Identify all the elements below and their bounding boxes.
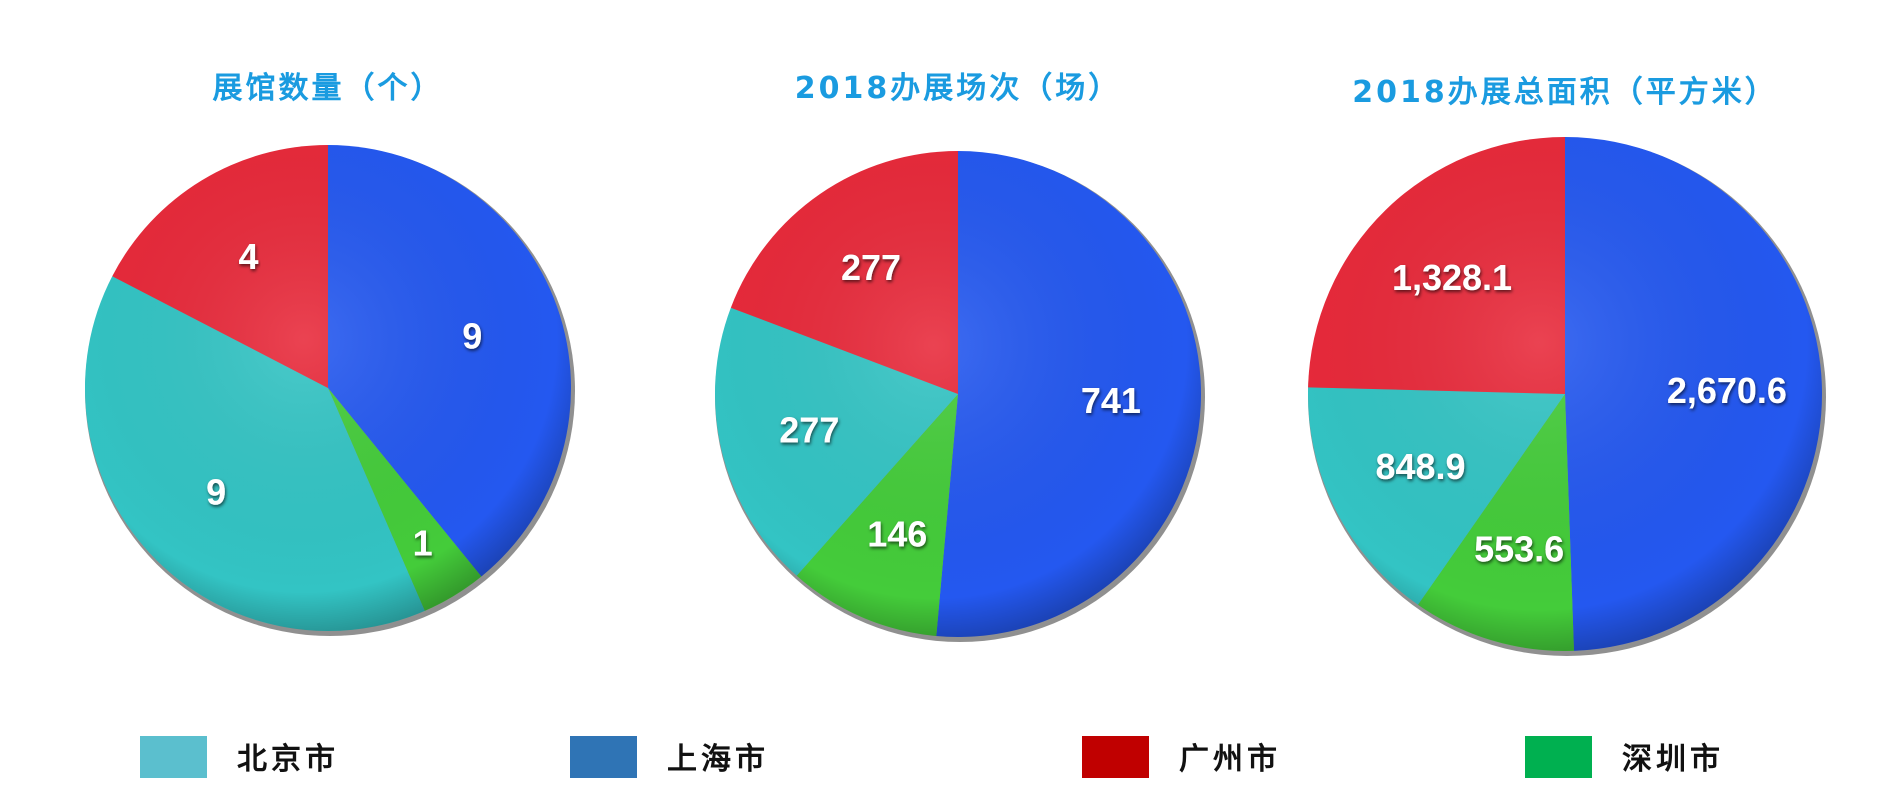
- data-label: 741: [1081, 380, 1141, 421]
- data-label: 4: [238, 236, 258, 277]
- data-label: 1,328.1: [1392, 257, 1512, 298]
- data-label: 9: [462, 316, 482, 357]
- data-label: 277: [841, 247, 901, 288]
- pie-slice-上海市: [936, 151, 1201, 637]
- pie-chart-2: 2018办展场次（场） 741 146 277 277: [715, 71, 1205, 642]
- legend-swatch: [1082, 736, 1149, 778]
- data-label: 9: [206, 471, 226, 512]
- legend-swatch: [570, 736, 637, 778]
- legend-item: 深圳市: [1525, 736, 1724, 778]
- legend-item: 广州市: [1082, 736, 1281, 778]
- legend-swatch: [1525, 736, 1592, 778]
- chart-title: 2018办展总面积（平方米）: [1352, 75, 1778, 110]
- pie-chart-1: 展馆数量（个） 9 1 9 4: [84, 71, 575, 636]
- data-label: 848.9: [1375, 446, 1465, 487]
- legend-label: 上海市: [667, 742, 769, 777]
- data-label: 1: [413, 523, 433, 564]
- legend-item: 上海市: [570, 736, 769, 778]
- legend-label: 北京市: [237, 742, 339, 777]
- chart-title: 展馆数量（个）: [213, 71, 444, 106]
- data-label: 146: [867, 514, 927, 555]
- chart-title: 2018办展场次（场）: [795, 71, 1122, 106]
- data-label: 277: [779, 410, 839, 451]
- legend-item: 北京市: [140, 736, 339, 778]
- legend-label: 广州市: [1179, 742, 1281, 777]
- legend: 北京市 上海市 广州市 深圳市: [140, 736, 1724, 778]
- data-label: 553.6: [1474, 528, 1564, 569]
- legend-swatch: [140, 736, 207, 778]
- data-label: 2,670.6: [1667, 370, 1787, 411]
- legend-label: 深圳市: [1622, 742, 1724, 777]
